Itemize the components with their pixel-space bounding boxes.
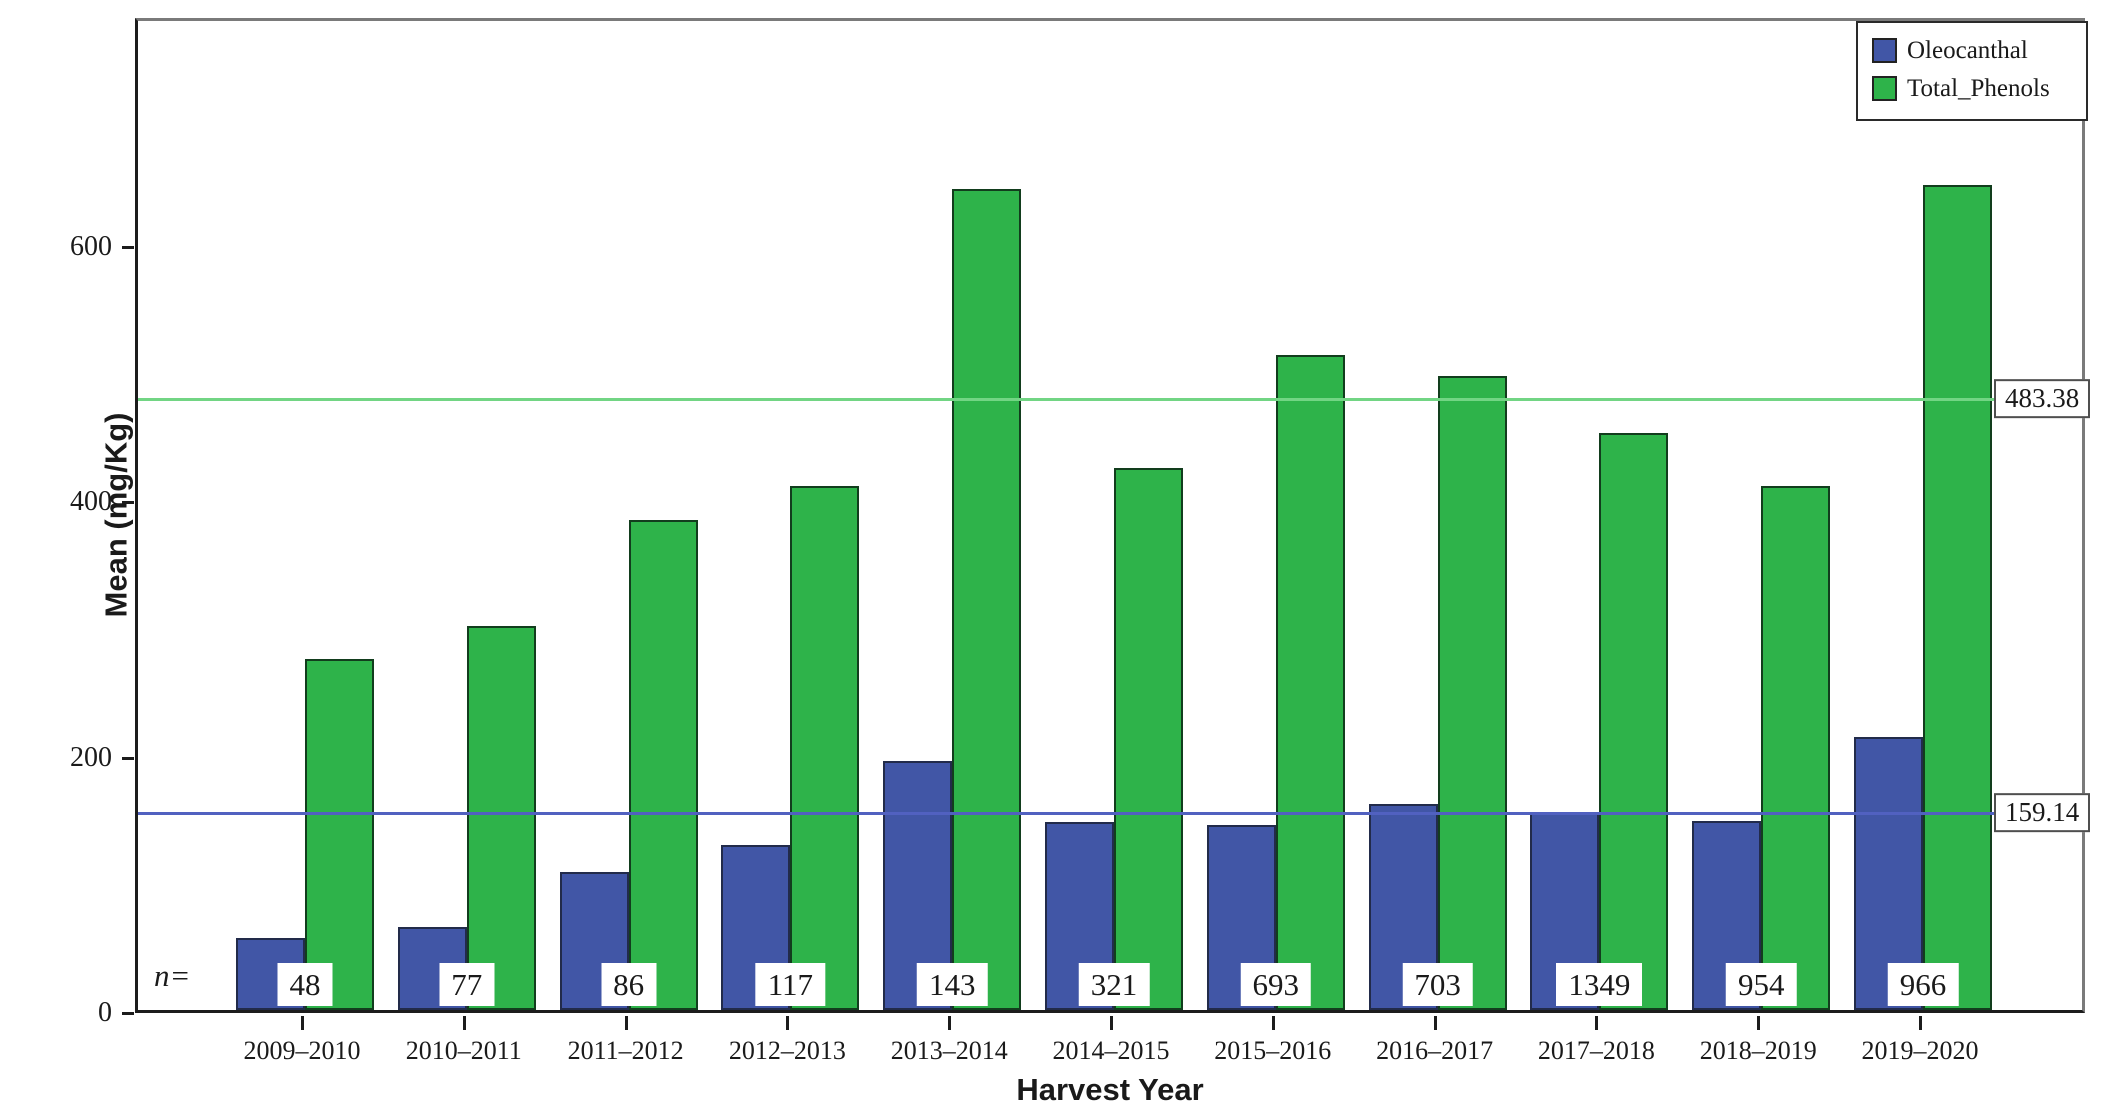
legend-swatch-oleocanthal — [1872, 37, 1897, 63]
y-tick-label: 200 — [70, 741, 112, 773]
legend-item-total-phenols: Total_Phenols — [1872, 69, 2086, 107]
x-tick-mark — [301, 1016, 304, 1030]
x-tick-label: 2015–2016 — [1214, 1036, 1332, 1065]
y-tick-label: 600 — [70, 230, 112, 262]
x-tick-mark — [1919, 1016, 1922, 1030]
bar-total-phenols-2009–2010 — [305, 658, 374, 1010]
n-equals-label: n= — [154, 958, 191, 993]
x-tick-mark — [1757, 1016, 1761, 1030]
legend-swatch-total-phenols — [1872, 75, 1897, 101]
x-tick-mark — [1433, 1016, 1437, 1030]
reference-line-total_phenols — [138, 397, 2082, 401]
legend-item-oleocanthal: Oleocanthal — [1872, 31, 2086, 69]
reference-line-label-oleocanthal: 159.14 — [1994, 792, 2091, 833]
x-tick-label: 2019–2020 — [1861, 1036, 1979, 1065]
bar-total-phenols-2010–2011 — [466, 625, 536, 1010]
bar-total-phenols-2017–2018 — [1599, 432, 1669, 1010]
x-tick-mark — [1271, 1016, 1275, 1030]
plot-area: n= Oleocanthal Total_Phenols 48 77 86 117 14… — [135, 18, 2091, 1013]
n-value-label: 77 — [439, 963, 495, 1006]
x-tick-label: 2012–2013 — [728, 1036, 846, 1065]
n-value-label: 321 — [1078, 963, 1150, 1006]
n-value-label: 703 — [1402, 963, 1473, 1006]
bar-total-phenols-2013–2014 — [952, 188, 1022, 1010]
bar-total-phenols-2015–2016 — [1275, 354, 1345, 1010]
n-value-label: 117 — [755, 963, 826, 1006]
bar-total-phenols-2012–2013 — [790, 486, 860, 1010]
x-tick-label: 2013–2014 — [890, 1036, 1008, 1065]
x-tick-mark — [786, 1016, 790, 1030]
n-value-label: 966 — [1887, 963, 1959, 1006]
x-tick-label: 2009–2010 — [243, 1036, 361, 1065]
x-tick-label: 2017–2018 — [1537, 1036, 1655, 1065]
x-axis-title: Harvest Year — [1016, 1072, 1204, 1107]
x-tick-label: 2010–2011 — [405, 1036, 522, 1065]
x-tick-label: 2014–2015 — [1052, 1036, 1170, 1065]
x-tick-mark — [462, 1016, 466, 1030]
n-value-label: 86 — [601, 963, 657, 1006]
n-value-label: 693 — [1240, 963, 1312, 1006]
x-tick-label: 2016–2017 — [1376, 1036, 1494, 1065]
x-tick-label: 2011–2012 — [567, 1036, 684, 1065]
n-value-label: 143 — [916, 963, 988, 1006]
y-tick-mark — [122, 1012, 134, 1015]
n-value-label: 954 — [1725, 963, 1797, 1006]
legend-label-total-phenols: Total_Phenols — [1907, 74, 2050, 102]
reference-line-oleocanthal — [138, 811, 2082, 815]
bar-total-phenols-2016–2017 — [1437, 376, 1507, 1010]
n-value-label: 48 — [277, 963, 333, 1006]
legend-label-oleocanthal: Oleocanthal — [1907, 36, 2028, 64]
y-tick-label: 400 — [70, 486, 112, 518]
y-tick-label: 0 — [98, 997, 112, 1028]
x-tick-mark — [624, 1016, 628, 1030]
bar-total-phenols-2018–2019 — [1761, 486, 1831, 1010]
bar-total-phenols-2019–2020 — [1923, 184, 1992, 1010]
x-tick-label: 2018–2019 — [1699, 1036, 1817, 1065]
x-tick-mark — [1110, 1016, 1113, 1030]
bar-total-phenols-2011–2012 — [628, 519, 698, 1010]
x-tick-mark — [1595, 1016, 1599, 1030]
y-tick-mark — [122, 245, 134, 249]
y-tick-mark — [122, 501, 134, 505]
n-value-label: 1349 — [1556, 963, 1643, 1006]
legend: Oleocanthal Total_Phenols — [1856, 21, 2088, 121]
x-tick-mark — [948, 1016, 952, 1030]
y-tick-mark — [122, 756, 134, 760]
reference-line-label-total_phenols: 483.38 — [1994, 378, 2091, 419]
bar-total-phenols-2014–2015 — [1114, 468, 1183, 1010]
